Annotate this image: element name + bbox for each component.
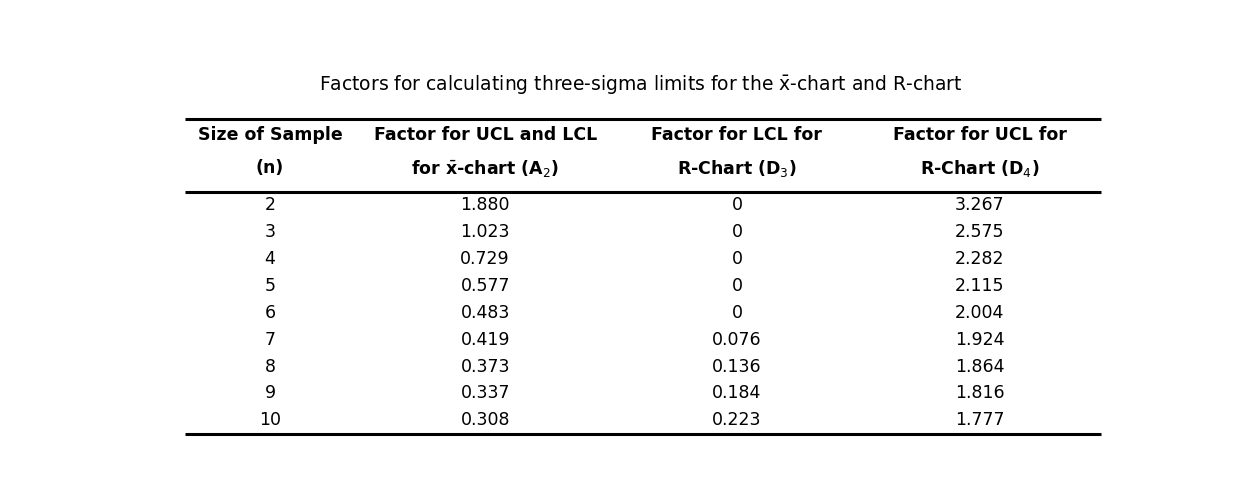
Text: 10: 10 (259, 411, 281, 429)
Text: 1.777: 1.777 (955, 411, 1004, 429)
Text: 7: 7 (265, 331, 275, 349)
Text: Size of Sample: Size of Sample (198, 126, 342, 144)
Text: 2.115: 2.115 (955, 277, 1004, 295)
Text: 2.282: 2.282 (955, 250, 1004, 268)
Text: Factor for LCL for: Factor for LCL for (651, 126, 822, 144)
Text: 0: 0 (731, 277, 742, 295)
Text: 6: 6 (265, 304, 275, 322)
Text: 0.223: 0.223 (712, 411, 761, 429)
Text: 9: 9 (265, 384, 275, 402)
Text: (n): (n) (256, 159, 284, 177)
Text: 0: 0 (731, 197, 742, 215)
Text: 1.023: 1.023 (460, 223, 510, 242)
Text: Factor for UCL and LCL: Factor for UCL and LCL (374, 126, 596, 144)
Text: 0: 0 (731, 223, 742, 242)
Text: for $\bar{\mathregular{x}}$-chart (A$_2$): for $\bar{\mathregular{x}}$-chart (A$_2$… (411, 157, 559, 179)
Text: R-Chart (D$_3$): R-Chart (D$_3$) (678, 157, 796, 179)
Text: 0.419: 0.419 (460, 331, 510, 349)
Text: 0.136: 0.136 (712, 358, 761, 375)
Text: 2.004: 2.004 (955, 304, 1004, 322)
Text: Factors for calculating three-sigma limits for the $\bar{\mathregular{x}}$-chart: Factors for calculating three-sigma limi… (319, 73, 962, 96)
Text: 1.816: 1.816 (955, 384, 1004, 402)
Text: 8: 8 (265, 358, 275, 375)
Text: 2.575: 2.575 (955, 223, 1004, 242)
Text: 1.864: 1.864 (955, 358, 1004, 375)
Text: 1.924: 1.924 (955, 331, 1004, 349)
Text: 0.308: 0.308 (460, 411, 510, 429)
Text: 3: 3 (265, 223, 275, 242)
Text: 0: 0 (731, 304, 742, 322)
Text: 0.337: 0.337 (460, 384, 510, 402)
Text: 4: 4 (265, 250, 275, 268)
Text: 5: 5 (265, 277, 275, 295)
Text: 0.483: 0.483 (460, 304, 510, 322)
Text: 2: 2 (265, 197, 275, 215)
Text: R-Chart (D$_4$): R-Chart (D$_4$) (920, 157, 1039, 179)
Text: 0.184: 0.184 (712, 384, 761, 402)
Text: 3.267: 3.267 (955, 197, 1004, 215)
Text: 0: 0 (731, 250, 742, 268)
Text: 1.880: 1.880 (460, 197, 510, 215)
Text: 0.729: 0.729 (460, 250, 510, 268)
Text: 0.373: 0.373 (460, 358, 510, 375)
Text: 0.577: 0.577 (460, 277, 510, 295)
Text: Factor for UCL for: Factor for UCL for (892, 126, 1066, 144)
Text: 0.076: 0.076 (712, 331, 761, 349)
